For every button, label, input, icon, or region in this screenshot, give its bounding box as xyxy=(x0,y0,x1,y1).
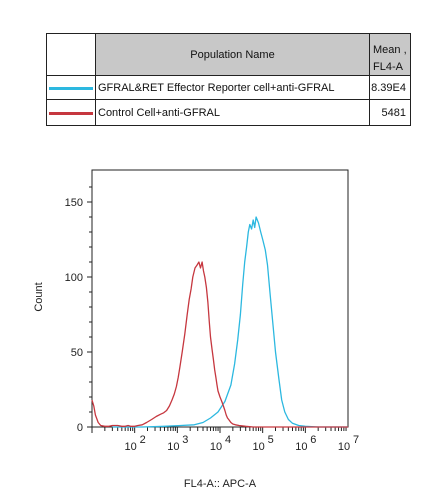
legend-row-name: Control Cell+anti-GFRAL xyxy=(96,100,370,125)
legend-table: Population Name Mean , FL4-A GFRAL&RET E… xyxy=(46,33,411,126)
series-line xyxy=(91,261,348,428)
legend-header-mean-text: Mean , FL4-A xyxy=(373,44,407,73)
legend-header-mean: Mean , FL4-A xyxy=(370,34,410,75)
legend-row-name: GFRAL&RET Effector Reporter cell+anti-GF… xyxy=(96,76,370,99)
y-axis-title: Count xyxy=(33,282,45,311)
legend-header-swatch-cell xyxy=(47,34,96,75)
legend-row: GFRAL&RET Effector Reporter cell+anti-GF… xyxy=(47,76,410,100)
x-tick-label: 10 xyxy=(295,441,307,453)
plot-frame xyxy=(91,169,349,428)
x-axis-title: FL4-A:: APC-A xyxy=(184,478,257,490)
y-tick-label: 0 xyxy=(77,422,83,434)
legend-swatch-cell xyxy=(47,76,96,99)
x-tick-exponent: 4 xyxy=(225,434,231,446)
legend-swatch-cell xyxy=(47,100,96,125)
x-tick-exponent: 5 xyxy=(268,434,274,446)
legend-swatch-line xyxy=(49,86,93,90)
y-axis: 0 50 100 150 xyxy=(65,186,92,434)
x-tick-label: 10 xyxy=(210,441,222,453)
x-tick-exponent: 3 xyxy=(182,434,188,446)
y-tick-label: 150 xyxy=(65,197,83,209)
x-tick-exponent: 6 xyxy=(310,434,316,446)
y-tick-label: 50 xyxy=(71,347,83,359)
legend-row-mean: 8.39E4 xyxy=(371,81,406,94)
y-tick-label: 100 xyxy=(65,272,83,284)
x-tick-label: 10 xyxy=(125,441,137,453)
x-tick-label: 10 xyxy=(167,441,179,453)
x-tick-exponent: 2 xyxy=(140,434,146,446)
x-tick-label: 10 xyxy=(253,441,265,453)
legend-swatch-line xyxy=(49,111,93,115)
legend-row-mean: 5481 xyxy=(381,106,406,119)
series-layer xyxy=(91,216,348,428)
x-tick-exponent: 7 xyxy=(353,434,359,446)
legend-header-row: Population Name Mean , FL4-A xyxy=(47,34,410,76)
x-tick-label: 10 xyxy=(338,441,350,453)
legend-header-name: Population Name xyxy=(96,34,370,75)
legend-row: Control Cell+anti-GFRAL 5481 xyxy=(47,100,410,125)
series-line xyxy=(112,216,348,428)
